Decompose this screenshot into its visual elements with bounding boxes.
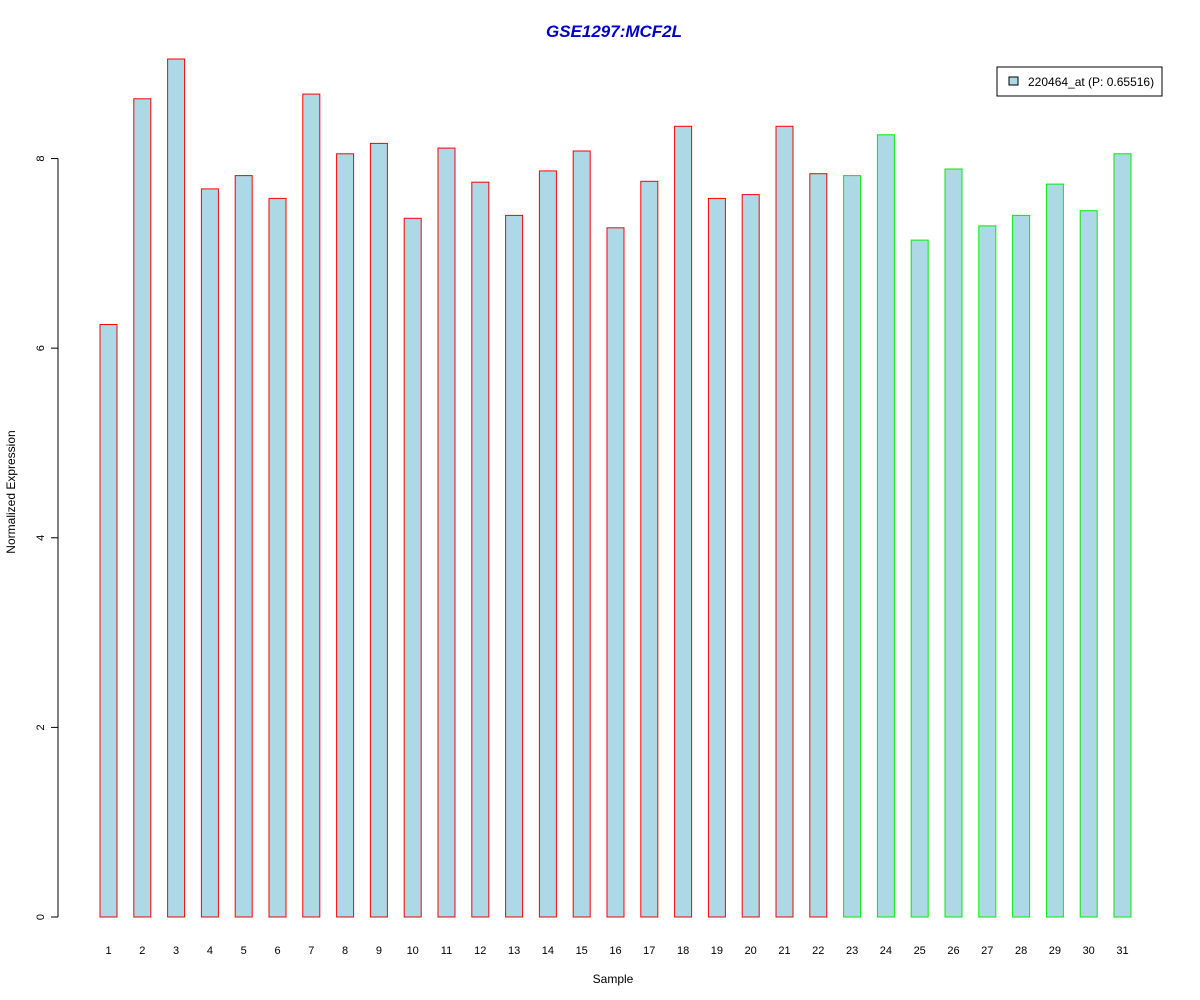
- x-tick-label: 23: [846, 945, 858, 957]
- x-tick-label: 19: [711, 945, 723, 957]
- y-tick-label: 6: [35, 345, 47, 351]
- bar-sample-18: [674, 125, 693, 918]
- x-tick-label: 16: [609, 945, 621, 957]
- bar-sample-1: [99, 324, 118, 918]
- bar-sample-7: [302, 93, 321, 918]
- x-tick-label: 20: [745, 945, 757, 957]
- bar-sample-24: [876, 134, 895, 918]
- legend-label: 220464_at (P: 0.65516): [1028, 75, 1154, 89]
- x-tick-label: 24: [880, 945, 892, 957]
- x-tick-label: 5: [241, 945, 247, 957]
- x-tick-label: 27: [981, 945, 993, 957]
- bar-sample-23: [843, 175, 862, 918]
- y-axis: 0 2 4 6 8: [35, 155, 59, 920]
- x-tick-label: 17: [643, 945, 655, 957]
- x-tick-label: 9: [376, 945, 382, 957]
- chart-title: GSE1297:MCF2L: [546, 22, 682, 41]
- y-tick-label: 0: [35, 914, 47, 920]
- x-axis-label: Sample: [593, 972, 634, 986]
- bar-sample-19: [707, 197, 726, 918]
- bar-sample-21: [775, 125, 794, 918]
- y-tick-label: 8: [35, 155, 47, 161]
- x-tick-label: 12: [474, 945, 486, 957]
- x-tick-label: 26: [947, 945, 959, 957]
- bar-sample-28: [1012, 214, 1031, 918]
- bar-sample-6: [268, 197, 287, 918]
- x-tick-label: 2: [139, 945, 145, 957]
- bar-sample-13: [505, 214, 524, 918]
- bar-sample-11: [437, 147, 456, 918]
- bar-sample-17: [640, 180, 659, 918]
- x-tick-label: 28: [1015, 945, 1027, 957]
- bar-sample-5: [234, 175, 253, 918]
- x-tick-label: 21: [778, 945, 790, 957]
- x-tick-label: 7: [308, 945, 314, 957]
- x-tick-label: 22: [812, 945, 824, 957]
- y-tick-label: 4: [35, 535, 47, 541]
- x-tick-label: 3: [173, 945, 179, 957]
- bar-sample-3: [167, 58, 186, 918]
- bar-sample-22: [809, 173, 828, 918]
- x-tick-label: 29: [1049, 945, 1061, 957]
- legend: 220464_at (P: 0.65516): [996, 66, 1163, 97]
- x-tick-label: 8: [342, 945, 348, 957]
- bar-sample-31: [1113, 153, 1132, 918]
- bar-sample-27: [978, 225, 997, 918]
- bars-group: [99, 58, 1132, 918]
- x-tick-labels: 1 2 3 4 5 6 7 8 9 10 11 12 13 14 15 16 17 18 19 20 21 22 23 24 2…: [105, 945, 1128, 957]
- bar-sample-14: [538, 170, 557, 918]
- bar-sample-30: [1079, 210, 1098, 918]
- bar-sample-12: [471, 181, 490, 918]
- bar-sample-4: [200, 188, 219, 918]
- x-tick-label: 31: [1116, 945, 1128, 957]
- x-tick-label: 14: [542, 945, 554, 957]
- bar-sample-25: [910, 239, 929, 918]
- y-tick-label: 2: [35, 724, 47, 730]
- x-tick-label: 18: [677, 945, 689, 957]
- x-tick-label: 25: [914, 945, 926, 957]
- x-tick-label: 30: [1083, 945, 1095, 957]
- x-tick-label: 1: [105, 945, 111, 957]
- bar-sample-15: [572, 150, 591, 918]
- x-tick-label: 11: [441, 945, 452, 957]
- bar-sample-9: [369, 142, 388, 918]
- legend-swatch: [1008, 76, 1019, 86]
- x-tick-label: 4: [207, 945, 213, 957]
- bar-sample-2: [133, 98, 152, 918]
- y-axis-label: Normalized Expression: [4, 430, 18, 553]
- bar-sample-10: [403, 217, 422, 918]
- bar-sample-26: [944, 168, 963, 918]
- bar-sample-16: [606, 227, 625, 918]
- bar-sample-8: [336, 153, 355, 918]
- bar-sample-20: [741, 194, 760, 918]
- x-tick-label: 15: [576, 945, 588, 957]
- x-tick-label: 6: [274, 945, 280, 957]
- x-tick-label: 13: [508, 945, 520, 957]
- bar-sample-29: [1045, 183, 1064, 918]
- legend-box: [996, 66, 1163, 97]
- x-tick-label: 10: [407, 945, 419, 957]
